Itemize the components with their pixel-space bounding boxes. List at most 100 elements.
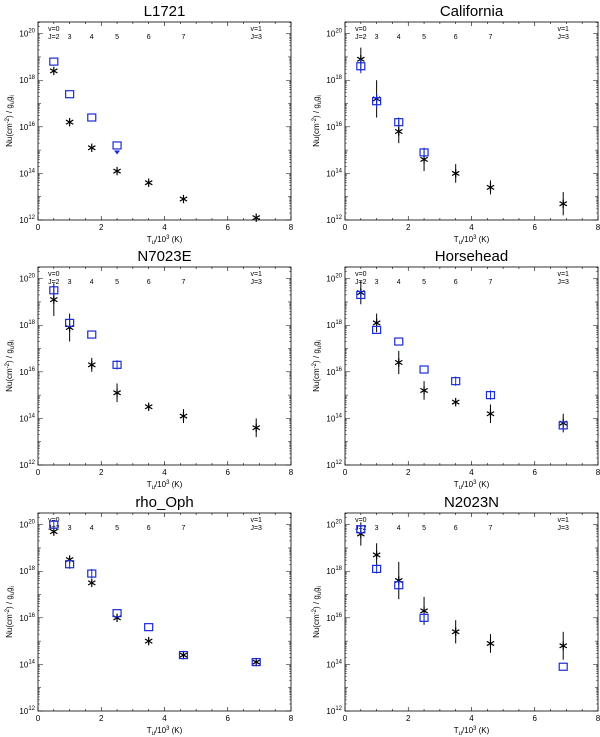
- data-point-observed: [87, 360, 96, 370]
- y-axis-label: Nu(cm-2) / gugi: [312, 586, 323, 638]
- level-j-label: 5: [115, 34, 119, 41]
- data-point-observed: [394, 358, 403, 367]
- asterisk-stroke: [49, 296, 58, 303]
- chart-panel-rho-oph: rho_Oph 0 2 4 6 8 1012 1014 1016 1018 1020 Tu/103 (…: [5, 494, 294, 737]
- data-point-observed: [87, 143, 96, 152]
- y-tick-label: 1020: [326, 29, 342, 39]
- data-point-model: [419, 365, 429, 374]
- level-j-label: 5: [115, 279, 119, 286]
- y-tick-label: 1016: [326, 122, 342, 132]
- data-point-model: [178, 650, 189, 660]
- asterisk-stroke: [486, 184, 495, 191]
- level-v-label: v=0: [48, 26, 60, 33]
- level-j-label: 7: [182, 34, 186, 41]
- asterisk-stroke: [87, 145, 96, 151]
- x-tick-label: 2: [99, 468, 104, 477]
- data-point-model: [356, 525, 366, 534]
- data-point-model: [485, 391, 496, 400]
- asterisk-stroke: [179, 652, 188, 658]
- data-point-observed: [372, 318, 381, 328]
- data-point-observed: [87, 578, 96, 588]
- asterisk-stroke: [49, 529, 58, 535]
- x-tick-label: 8: [289, 714, 294, 723]
- level-j-label: 4: [90, 525, 94, 532]
- chart-panel-horsehead: Horsehead 0 2 4 6 8 1012 1014 1016 1018 1020 Tu/103…: [312, 248, 600, 491]
- level-j-label: 6: [147, 279, 151, 286]
- data-point-observed: [144, 178, 153, 187]
- x-tick-label: 8: [596, 714, 600, 723]
- data-point-model: [394, 337, 404, 346]
- y-tick-label: 1012: [19, 706, 35, 716]
- y-axis-label: Nu(cm-2) / gugi: [5, 340, 16, 392]
- x-tick-label: 8: [289, 468, 294, 477]
- asterisk-stroke: [87, 580, 96, 586]
- asterisk-stroke: [65, 119, 74, 125]
- data-point-observed: [559, 199, 568, 208]
- asterisk-stroke: [252, 425, 261, 431]
- level-j-label: 5: [422, 34, 426, 41]
- x-tick-label: 6: [226, 468, 231, 477]
- level-j-label: 4: [397, 34, 401, 41]
- chart-title: Horsehead: [435, 248, 508, 265]
- asterisk-stroke: [113, 390, 121, 396]
- data-point-observed: [486, 183, 495, 192]
- chart-title: rho_Oph: [135, 494, 193, 511]
- y-tick-label: 1018: [19, 320, 35, 330]
- data-point-model: [87, 330, 97, 339]
- level-j-label: J=3: [557, 279, 569, 286]
- chart-panel-n2023n: N2023N 0 2 4 6 8 1012 1014 1016 1018 1020 Tu/103 (K…: [312, 494, 600, 737]
- level-v-label: v=1: [250, 271, 262, 278]
- data-point-observed: [65, 117, 74, 127]
- x-axis-label: Tu/103 (K): [147, 726, 183, 737]
- data-point-observed: [420, 386, 428, 395]
- data-point-observed: [113, 613, 121, 623]
- data-point-observed: [144, 402, 153, 411]
- level-j-label: J=3: [250, 525, 262, 532]
- level-j-label: 5: [422, 279, 426, 286]
- asterisk-stroke: [451, 399, 460, 405]
- level-v-label: v=1: [250, 517, 262, 524]
- x-tick-label: 4: [469, 223, 474, 232]
- y-tick-label: 1012: [19, 460, 35, 470]
- y-tick-label: 1014: [19, 413, 35, 423]
- data-point-model: [419, 613, 429, 622]
- y-tick-label: 1016: [19, 367, 35, 377]
- level-j-label: 4: [90, 34, 94, 41]
- y-tick-label: 1020: [326, 274, 342, 284]
- x-tick-label: 6: [533, 223, 538, 232]
- plot-frame: [37, 512, 292, 712]
- y-tick-label: 1012: [326, 706, 342, 716]
- y-tick-label: 1014: [19, 659, 35, 669]
- data-point-observed: [451, 397, 460, 407]
- x-tick-label: 0: [36, 468, 41, 477]
- asterisk-stroke: [49, 68, 58, 74]
- y-tick-label: 1016: [326, 613, 342, 623]
- asterisk-stroke: [372, 552, 381, 558]
- y-tick-label: 1016: [19, 122, 35, 132]
- data-point-model: [356, 62, 366, 71]
- x-tick-label: 2: [99, 223, 104, 232]
- level-j-label: 3: [68, 279, 72, 286]
- level-j-label: 6: [454, 279, 458, 286]
- data-point-model: [49, 286, 59, 295]
- x-tick-label: 0: [343, 223, 348, 232]
- data-point-model: [65, 90, 75, 99]
- level-j-label: 7: [182, 525, 186, 532]
- data-point-observed: [179, 411, 188, 421]
- plot-frame: [344, 21, 599, 221]
- level-v-label: v=0: [48, 271, 60, 278]
- x-tick-label: 8: [289, 223, 294, 232]
- data-point-observed: [486, 639, 495, 648]
- data-point-observed: [113, 166, 121, 176]
- x-tick-label: 2: [406, 223, 411, 232]
- x-tick-label: 4: [162, 223, 167, 232]
- x-tick-label: 4: [162, 468, 167, 477]
- x-axis-label: Tu/103 (K): [454, 235, 490, 246]
- data-point-model: [394, 581, 404, 590]
- y-tick-label: 1018: [326, 566, 342, 576]
- data-point-model: [112, 141, 122, 150]
- chart-panel-n7023e: N7023E 0 2 4 6 8 1012 1014 1016 1018 1020 Tu/103 (K…: [5, 248, 294, 491]
- data-point-model: [451, 377, 461, 386]
- data-point-observed: [559, 641, 568, 650]
